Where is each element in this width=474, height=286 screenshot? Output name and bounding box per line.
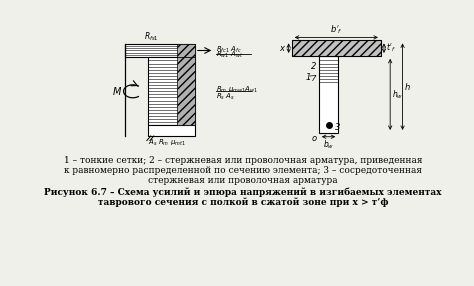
Text: $R_{fs1}$: $R_{fs1}$ [144, 30, 158, 43]
Bar [292, 41, 381, 56]
Text: $R_{fc1}\ A_{fc}$: $R_{fc1}\ A_{fc}$ [216, 44, 242, 55]
Text: 3: 3 [335, 123, 340, 132]
Bar [125, 43, 195, 57]
Text: стержневая или проволочная арматура: стержневая или проволочная арматура [148, 176, 338, 185]
Text: $R_m\ \mu_{mw1}A_{w1}$: $R_m\ \mu_{mw1}A_{w1}$ [216, 84, 258, 95]
Bar [148, 57, 195, 125]
Text: $t'_f$: $t'_f$ [385, 42, 396, 54]
Bar [177, 43, 195, 57]
Text: $b'_f$: $b'_f$ [330, 23, 343, 36]
Text: $R_{w1}\ A_{wt}$: $R_{w1}\ A_{wt}$ [216, 50, 243, 60]
Bar [177, 57, 195, 125]
Text: $A_s$: $A_s$ [148, 138, 158, 148]
Bar [148, 125, 195, 136]
Text: $b_w$: $b_w$ [323, 138, 334, 151]
Text: 1: 1 [306, 73, 311, 82]
Text: $o$: $o$ [310, 134, 317, 143]
Text: таврового сечения с полкой в сжатой зоне при х > т’ф: таврового сечения с полкой в сжатой зоне… [98, 198, 388, 207]
Text: $M$: $M$ [112, 85, 122, 97]
Text: Рисунок 6.7 – Схема усилий и эпюра напряжений в изгибаемых элементах: Рисунок 6.7 – Схема усилий и эпюра напря… [44, 188, 442, 197]
Text: $R_m\ \mu_{mt1}$: $R_m\ \mu_{mt1}$ [158, 138, 186, 148]
Text: $x$: $x$ [279, 44, 286, 53]
Text: $h$: $h$ [404, 81, 411, 92]
Text: к равномерно распределенной по сечению элемента; 3 – сосредоточенная: к равномерно распределенной по сечению э… [64, 166, 422, 175]
Text: $h_w$: $h_w$ [392, 88, 403, 101]
Text: 1 – тонкие сетки; 2 – стержневая или проволочная арматура, приведенная: 1 – тонкие сетки; 2 – стержневая или про… [64, 156, 422, 165]
Text: $R_s\ A_s$: $R_s\ A_s$ [216, 92, 235, 102]
Text: 2: 2 [311, 62, 317, 71]
Bar [319, 56, 338, 133]
